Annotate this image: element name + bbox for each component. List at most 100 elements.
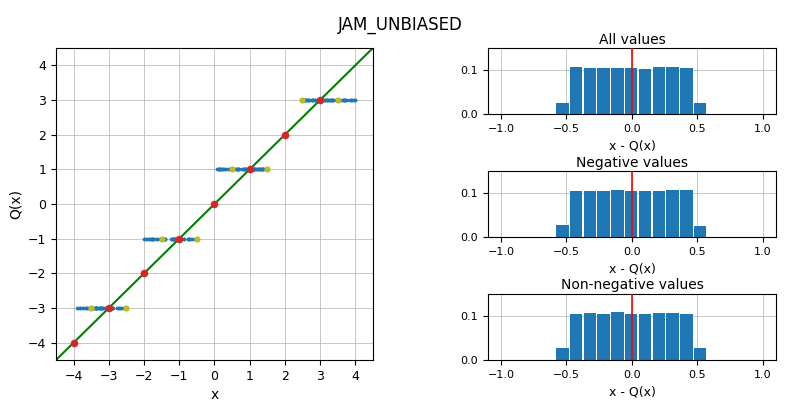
Point (158, 236, 171, 242)
Point (260, 166, 273, 172)
Point (82, 305, 95, 311)
Point (86, 305, 98, 311)
Point (238, 166, 250, 172)
Point (82, 305, 95, 311)
X-axis label: x - Q(x): x - Q(x) (609, 140, 655, 153)
Point (150, 236, 163, 242)
Point (323, 97, 336, 103)
Point (103, 305, 116, 311)
Point (158, 236, 171, 242)
Point (302, 97, 314, 103)
Point (175, 236, 188, 242)
Point (217, 166, 230, 172)
Point (154, 236, 166, 242)
Point (84, 305, 97, 311)
Point (84, 305, 97, 311)
Point (90, 305, 103, 311)
Bar (625, 68, 638, 114)
Point (334, 97, 347, 103)
Point (158, 236, 170, 242)
Point (74, 305, 86, 311)
Point (157, 236, 170, 242)
Point (94, 305, 107, 311)
Point (190, 236, 202, 242)
Point (313, 97, 326, 103)
Point (226, 166, 238, 172)
Point (154, 236, 167, 242)
Point (182, 236, 195, 242)
Point (243, 166, 256, 172)
Point (167, 236, 180, 242)
Point (243, 166, 256, 172)
Point (165, 236, 178, 242)
Point (254, 166, 266, 172)
Point (325, 97, 338, 103)
Point (157, 236, 170, 242)
Bar (556, 348, 569, 360)
Point (173, 236, 186, 242)
Point (232, 166, 245, 172)
Bar (584, 68, 596, 114)
Point (215, 166, 228, 172)
Point (301, 97, 314, 103)
Point (174, 236, 186, 242)
Bar (694, 226, 706, 237)
Point (182, 236, 194, 242)
Point (215, 166, 228, 172)
Point (94, 305, 106, 311)
Point (247, 166, 260, 172)
Point (77, 305, 90, 311)
Point (335, 97, 348, 103)
Bar (694, 103, 706, 114)
Point (333, 97, 346, 103)
Point (145, 236, 158, 242)
Point (90, 305, 102, 311)
Point (95, 305, 108, 311)
Point (169, 236, 182, 242)
Point (325, 97, 338, 103)
Bar (598, 68, 610, 114)
Point (256, 166, 269, 172)
Bar (625, 314, 638, 360)
Point (138, 236, 150, 242)
Point (250, 166, 263, 172)
Point (101, 305, 114, 311)
Bar (611, 312, 624, 360)
Bar (584, 314, 596, 360)
Point (338, 97, 350, 103)
Point (330, 97, 342, 103)
Point (297, 97, 310, 103)
Point (70, 305, 83, 311)
Point (114, 305, 126, 311)
Point (178, 236, 190, 242)
Bar (584, 191, 596, 237)
Point (94, 305, 106, 311)
Point (327, 97, 340, 103)
Point (252, 166, 265, 172)
Point (120, 305, 133, 311)
Point (329, 97, 342, 103)
Point (182, 236, 195, 242)
Point (93, 305, 106, 311)
Title: Non-negative values: Non-negative values (561, 278, 703, 292)
Point (83, 305, 96, 311)
Point (346, 97, 358, 103)
Point (146, 236, 159, 242)
Point (309, 97, 322, 103)
Point (229, 166, 242, 172)
Point (251, 166, 264, 172)
Point (343, 97, 356, 103)
Point (142, 236, 155, 242)
Point (251, 166, 264, 172)
Point (345, 97, 358, 103)
Point (309, 97, 322, 103)
Bar (653, 313, 665, 360)
Point (214, 166, 226, 172)
Point (212, 166, 225, 172)
Point (306, 97, 319, 103)
Bar (598, 190, 610, 237)
Point (318, 97, 330, 103)
Point (298, 97, 310, 103)
Point (106, 305, 118, 311)
Point (150, 236, 163, 242)
